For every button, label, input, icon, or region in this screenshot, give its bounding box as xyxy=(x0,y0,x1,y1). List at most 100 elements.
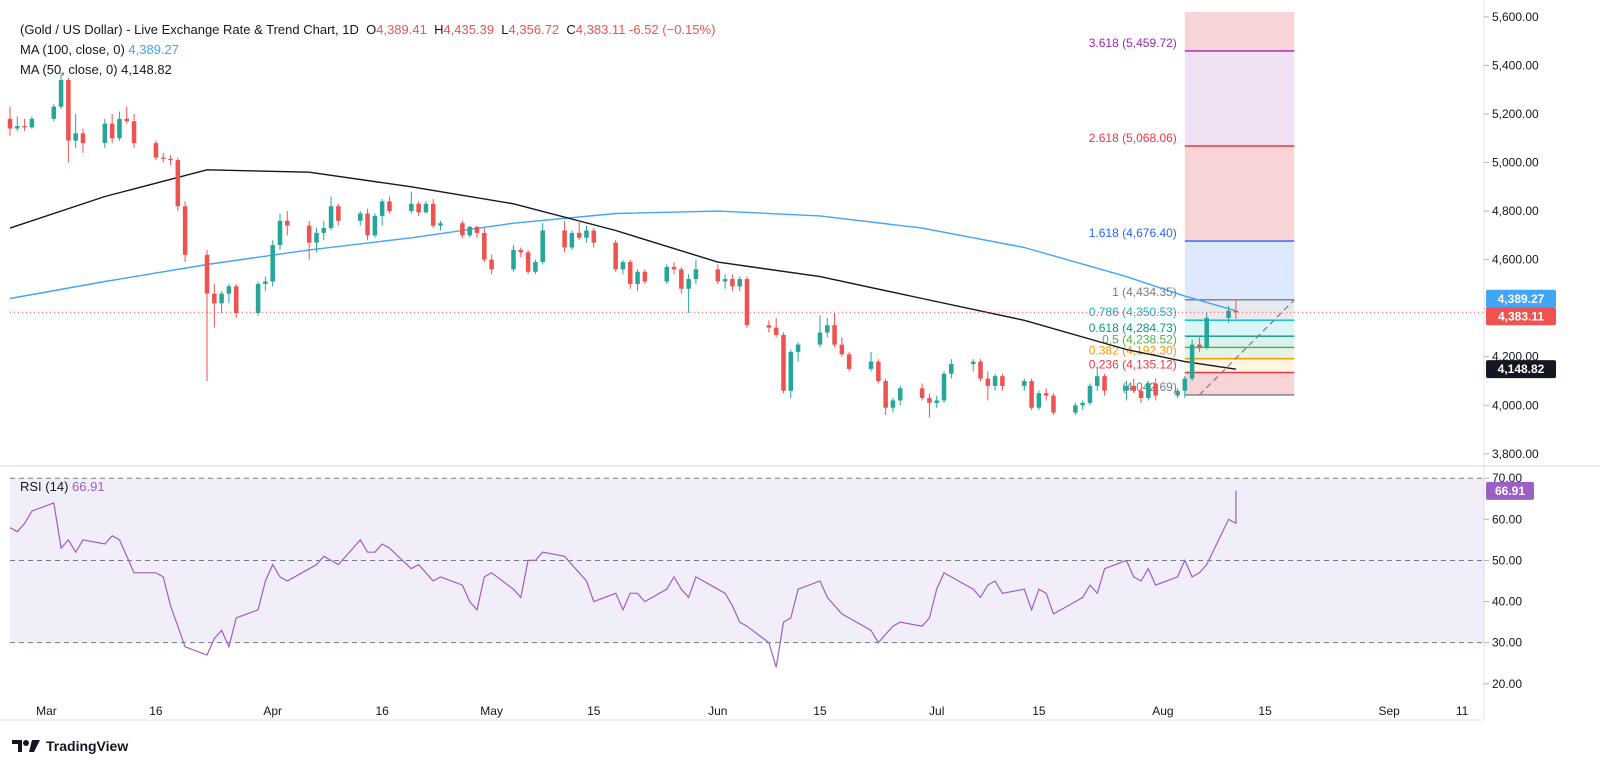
candle xyxy=(489,254,494,275)
candle xyxy=(540,223,545,265)
candle-body xyxy=(518,249,524,253)
candle xyxy=(1102,373,1107,396)
candle xyxy=(182,201,188,263)
candle xyxy=(1043,388,1049,401)
candle-body xyxy=(285,220,290,226)
ma50-legend[interactable]: MA (50, close, 0) 4,148.82 xyxy=(20,62,172,77)
candle xyxy=(730,274,735,292)
candle-body xyxy=(1146,383,1151,399)
ohlc-h-label: H xyxy=(426,22,444,37)
rsi-tick-label: 60.00 xyxy=(1492,512,1522,526)
candle xyxy=(737,276,742,292)
rsi-badge-label: 66.91 xyxy=(1495,484,1525,498)
fib-level-label: 0.236 (4,135.12) xyxy=(1089,358,1177,372)
candle xyxy=(722,274,728,289)
candle xyxy=(744,276,750,328)
fib-zone xyxy=(1184,146,1295,242)
rsi-tick-label: 20.00 xyxy=(1492,677,1522,691)
candle xyxy=(533,259,538,275)
ohlc-l-value: 4,356.72 xyxy=(508,22,560,37)
candle xyxy=(1146,381,1151,401)
candle-body xyxy=(693,269,699,280)
ma100-legend[interactable]: MA (100, close, 0) 4,389.27 xyxy=(20,42,179,57)
candle xyxy=(664,264,669,284)
candle-body xyxy=(511,249,516,270)
candle xyxy=(22,118,27,131)
candle-body xyxy=(58,79,64,107)
candle xyxy=(263,276,268,292)
candle-body xyxy=(941,373,947,401)
rsi-legend[interactable]: RSI (14) 66.91 xyxy=(20,479,105,494)
price-tick-label: 4,800.00 xyxy=(1492,204,1539,218)
time-tick-label: Aug xyxy=(1152,704,1173,718)
rsi-badge-bg xyxy=(1486,481,1534,500)
candle-body xyxy=(540,230,545,263)
candle xyxy=(584,225,589,243)
candle-body xyxy=(212,293,217,304)
candle-body xyxy=(788,351,794,391)
candle xyxy=(321,220,327,241)
candle xyxy=(1087,383,1093,406)
candle-body xyxy=(1153,383,1158,396)
candle xyxy=(80,128,86,153)
candle xyxy=(1204,313,1209,350)
candle xyxy=(839,337,845,357)
price-badge-bg xyxy=(1486,307,1556,326)
tradingview-logo[interactable]: TradingView xyxy=(12,738,128,754)
candle-body xyxy=(263,281,268,284)
candle xyxy=(51,104,57,122)
ohlc-o-label: O xyxy=(362,22,377,37)
candle-body xyxy=(409,203,414,212)
time-tick-label: 15 xyxy=(1258,704,1272,718)
ohlc-c-value: 4,383.11 xyxy=(575,22,626,37)
rsi-line xyxy=(9,490,1237,668)
candle-body xyxy=(876,361,881,382)
candle xyxy=(328,196,334,231)
candle xyxy=(102,118,108,148)
rsi-tick-label: 70.00 xyxy=(1492,471,1522,485)
candle-body xyxy=(182,206,188,255)
candle xyxy=(949,359,954,379)
candle-body xyxy=(379,201,385,216)
fib-zone xyxy=(1184,347,1295,359)
candle-body xyxy=(365,213,370,236)
fib-zone xyxy=(1184,50,1295,147)
fib-zone xyxy=(1184,336,1295,348)
candle-body xyxy=(737,279,742,287)
candle-body xyxy=(124,118,130,122)
candle-body xyxy=(51,106,57,119)
candle-body xyxy=(66,79,71,141)
ma100-line xyxy=(9,210,1237,312)
price-badge-label: 4,148.82 xyxy=(1498,362,1545,376)
candle xyxy=(562,220,567,253)
candle-body xyxy=(372,215,378,236)
candle-body xyxy=(474,226,480,233)
fib-zone xyxy=(1184,299,1295,321)
candle xyxy=(978,359,983,382)
ohlc-readout: O4,389.41 H4,435.39 L4,356.72 C4,383.11 xyxy=(362,22,626,37)
candle-body xyxy=(117,118,122,139)
candle-body xyxy=(766,325,772,328)
fib-level-label: 0.5 (4,238.52) xyxy=(1102,332,1177,346)
candle xyxy=(781,332,786,394)
candle-body xyxy=(664,266,669,282)
candle xyxy=(117,111,122,141)
candle-body xyxy=(1204,317,1209,348)
candle xyxy=(846,351,852,372)
candle xyxy=(255,281,261,316)
candle-body xyxy=(357,213,363,221)
candle-body xyxy=(467,226,472,236)
candle-body xyxy=(73,133,78,141)
candle-body xyxy=(328,206,334,229)
price-tick-label: 3,800.00 xyxy=(1492,447,1539,461)
candle xyxy=(1189,339,1195,382)
candle xyxy=(160,152,166,163)
candle-body xyxy=(576,232,582,238)
candle xyxy=(1051,393,1056,416)
candle-body xyxy=(131,121,137,144)
candle xyxy=(1131,378,1137,394)
candle xyxy=(233,283,239,318)
candle-body xyxy=(679,269,684,289)
candle-body xyxy=(1073,405,1078,413)
